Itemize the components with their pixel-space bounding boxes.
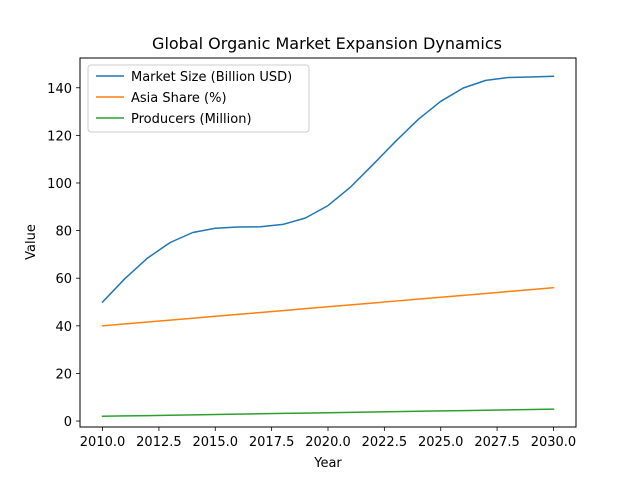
y-tick-label: 100	[47, 177, 72, 192]
x-tick-label: 2012.5	[136, 435, 182, 450]
x-tick-label: 2017.5	[249, 435, 295, 450]
chart-title: Global Organic Market Expansion Dynamics	[152, 34, 502, 53]
y-tick-label: 120	[47, 129, 72, 144]
x-tick-label: 2015.0	[193, 435, 239, 450]
legend-label-2: Producers (Million)	[131, 112, 252, 127]
legend-label-0: Market Size (Billion USD)	[131, 70, 292, 85]
legend: Market Size (Billion USD) Asia Share (%) P…	[87, 64, 310, 133]
y-axis: 0 20 40 60 80 100 120 140	[47, 82, 80, 430]
y-tick-label: 60	[55, 272, 72, 287]
x-tick-label: 2025.0	[418, 435, 464, 450]
x-tick-label: 2022.5	[362, 435, 408, 450]
y-tick-label: 0	[64, 415, 72, 430]
x-tick-label: 2027.5	[474, 435, 520, 450]
legend-box	[87, 64, 310, 133]
y-axis-label: Value	[24, 224, 39, 260]
y-tick-label: 40	[55, 320, 72, 335]
x-axis: 2010.0 2012.5 2015.0 2017.5 2020.0 2022.5 2025…	[80, 427, 576, 450]
series-line-2	[101, 408, 555, 418]
y-tick-label: 140	[47, 82, 72, 97]
x-axis-label: Year	[313, 456, 342, 471]
plot-area	[101, 75, 555, 418]
series-line-1	[101, 286, 555, 327]
x-tick-label: 2030.0	[531, 435, 577, 450]
legend-label-1: Asia Share (%)	[131, 91, 227, 106]
series-line-0	[101, 75, 555, 304]
x-tick-label: 2020.0	[305, 435, 351, 450]
y-tick-label: 20	[55, 367, 72, 382]
x-tick-label: 2010.0	[80, 435, 126, 450]
y-tick-label: 80	[55, 225, 72, 240]
